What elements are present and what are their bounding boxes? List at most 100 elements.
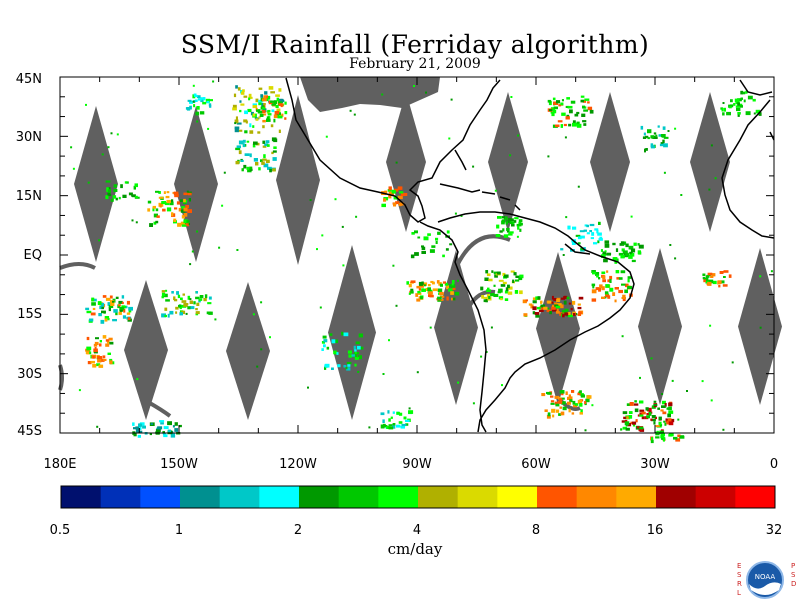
rain-cell [388, 426, 394, 430]
rain-cell [553, 106, 558, 110]
rain-cell [267, 116, 271, 119]
rain-cell [547, 99, 552, 103]
rain-cell [629, 251, 633, 255]
rain-cell [663, 420, 666, 423]
rain-cell [442, 281, 446, 284]
rain-cell [195, 311, 200, 315]
colorbar-swatch [140, 486, 181, 508]
rain-cell [135, 428, 140, 433]
rain-cell [583, 109, 588, 112]
rain-cell [163, 426, 169, 430]
rain-cell [424, 282, 428, 286]
rain-cell [647, 407, 652, 412]
colorbar-swatch [457, 486, 498, 508]
colorbar-swatch [180, 486, 221, 508]
rain-cell [759, 275, 762, 278]
rain-cell [208, 296, 212, 300]
rain-cell [566, 97, 570, 100]
rain-cell [745, 111, 751, 116]
rain-cell [262, 158, 267, 161]
rain-cell [266, 118, 271, 122]
rain-cell [564, 308, 569, 312]
rain-cell [249, 166, 253, 170]
rain-cell [668, 406, 672, 411]
rain-cell [122, 315, 127, 319]
rain-cell [189, 306, 195, 310]
rain-cell [307, 386, 309, 389]
rain-cell [280, 98, 284, 103]
rain-cell [615, 248, 619, 252]
rain-cell [329, 333, 333, 336]
lon-label-150w: 150W [160, 457, 198, 472]
rain-cell [262, 145, 267, 148]
rain-cell [92, 355, 95, 359]
rain-cell [659, 424, 663, 427]
rain-cell [544, 409, 548, 412]
rain-cell [565, 216, 568, 219]
rain-cell [506, 220, 511, 223]
rain-cell [239, 100, 242, 103]
rain-cell [94, 351, 98, 354]
rain-cell [719, 271, 724, 274]
rain-cell [419, 284, 424, 288]
rain-cell [122, 194, 127, 198]
rain-cell [93, 298, 97, 302]
rain-cell [658, 421, 662, 425]
rain-cell [388, 186, 392, 191]
rain-cell [112, 195, 117, 199]
rain-cell [493, 284, 496, 287]
rain-cell [109, 341, 114, 345]
rain-cell [606, 270, 609, 273]
rain-cell [321, 348, 324, 351]
rain-cell [185, 223, 189, 226]
rain-cell [589, 230, 592, 233]
rain-cell [618, 277, 623, 280]
rain-cell [674, 257, 677, 260]
rain-cell [391, 425, 396, 429]
rain-cell [572, 400, 576, 405]
rain-cell [387, 410, 390, 414]
rain-cell [142, 425, 146, 429]
rain-cell [547, 300, 552, 304]
rain-cell [357, 355, 362, 360]
coastlines [285, 77, 775, 433]
rain-cell [573, 404, 578, 408]
rain-cell [735, 105, 740, 108]
rain-cell [196, 302, 200, 306]
rain-cell [550, 400, 555, 403]
rain-cell [747, 95, 753, 100]
rain-cell [552, 109, 557, 114]
rain-cell [755, 109, 760, 114]
rain-cell [717, 280, 722, 284]
rain-cell [354, 357, 359, 360]
rain-cell [147, 200, 152, 204]
rain-cell [273, 118, 276, 123]
rain-cell [516, 223, 522, 227]
lon-label-120w: 120W [279, 457, 317, 472]
rain-cell [532, 306, 537, 311]
rain-cell [600, 254, 606, 258]
rain-cell [192, 84, 195, 87]
lon-label-60w: 60W [521, 457, 551, 472]
rain-cell [563, 123, 567, 127]
colorbar-tick-1: 1 [174, 523, 184, 538]
rain-cell [113, 184, 118, 188]
rain-cell [580, 95, 585, 98]
swath-gap [174, 106, 218, 262]
rain-cell [583, 229, 587, 232]
rain-cell [604, 240, 610, 244]
rain-cell [199, 295, 204, 299]
rain-cell [277, 115, 283, 119]
rain-cell [175, 311, 178, 314]
rain-cell [243, 95, 248, 98]
colorbar-tick-6: 32 [765, 523, 783, 538]
rain-cell [516, 235, 519, 238]
rain-cell [355, 341, 360, 345]
rain-cell [660, 433, 665, 436]
rain-cell [576, 123, 582, 128]
rain-cell [240, 91, 245, 95]
rain-cell [261, 98, 267, 102]
rain-cell [92, 364, 97, 368]
rain-cell [139, 426, 142, 431]
rain-cell [510, 96, 513, 98]
